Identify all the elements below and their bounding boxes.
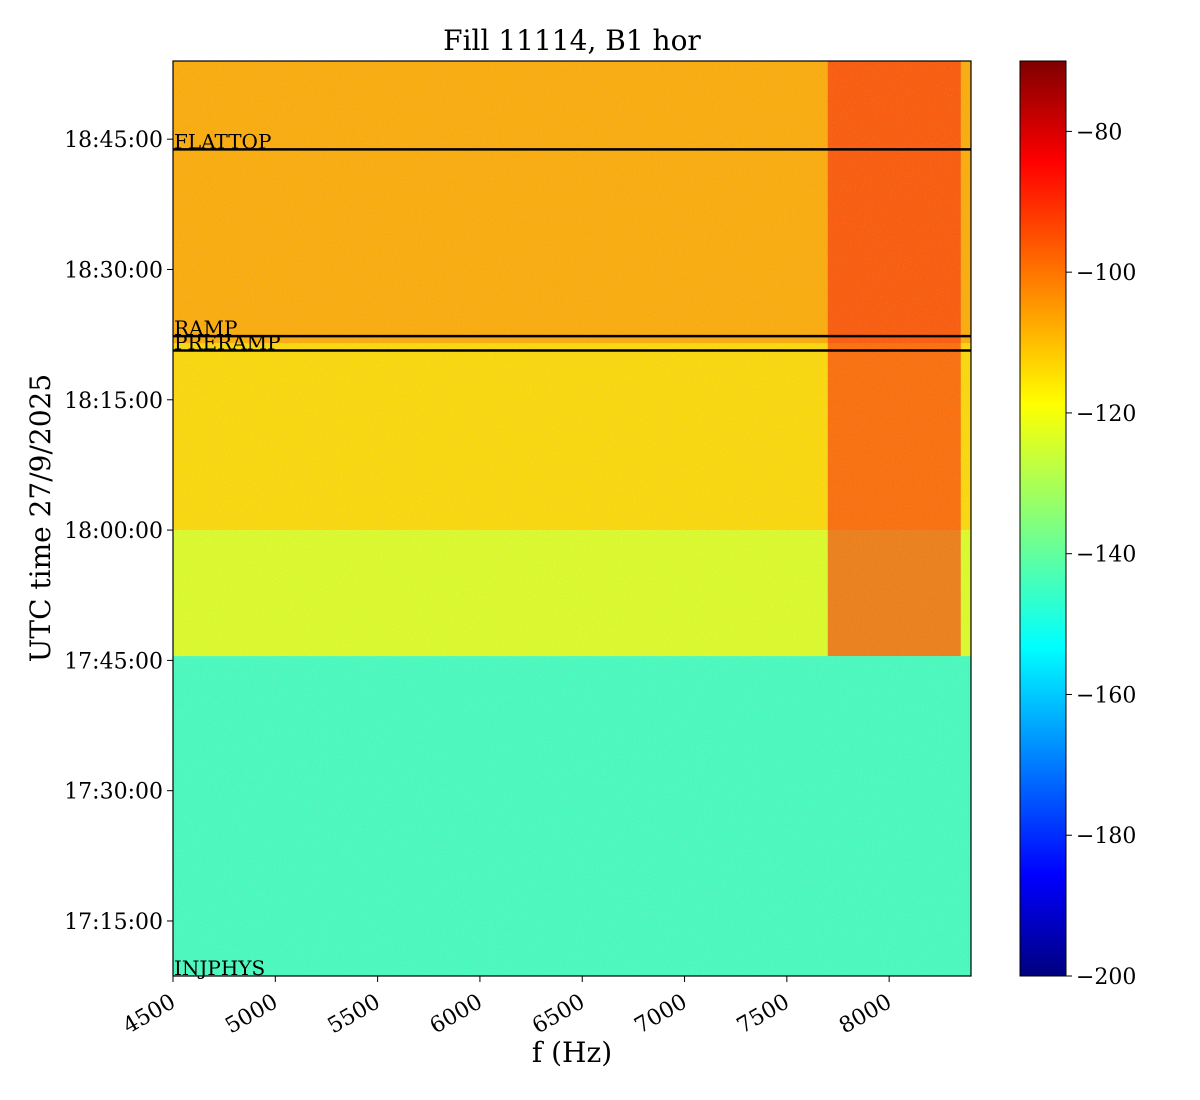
plot-frame: [172, 60, 972, 977]
y-axis: 17:15:00 17:30:00 17:45:00 18:00:00 18:15:00…: [64, 128, 173, 935]
y-tick-label: 17:45:00: [64, 649, 163, 674]
x-tick-label: 6500: [528, 990, 589, 1040]
colorbar-tick-label: −200: [1076, 965, 1136, 990]
y-tick-label: 17:15:00: [64, 910, 163, 935]
x-tick-label: 8000: [835, 990, 896, 1040]
x-tick-label: 5500: [324, 990, 385, 1040]
colorbar-tick-label: −140: [1076, 543, 1136, 568]
colorbar-tick-label: −160: [1076, 683, 1136, 708]
phase-label: INJPHYS: [174, 956, 265, 980]
phase-label: FLATTOP: [174, 129, 271, 153]
y-tick-label: 18:30:00: [64, 258, 163, 283]
x-tick-label: 4500: [119, 990, 180, 1040]
phase-label: PRERAMP: [174, 331, 281, 355]
x-axis: 4500 5000 5500 6000 6500 7000 7500 8000: [119, 976, 896, 1039]
colorbar-axis: −80 −100 −120 −140 −160 −180 −200: [1066, 120, 1136, 990]
colorbar-tick-label: −100: [1076, 261, 1136, 286]
x-tick-label: 6000: [426, 990, 487, 1040]
colorbar-tick-label: −120: [1076, 402, 1136, 427]
x-tick-label: 5000: [221, 990, 282, 1040]
y-tick-label: 17:30:00: [64, 780, 163, 805]
y-tick-label: 18:45:00: [64, 128, 163, 153]
chart-title: Fill 11114, B1 hor: [443, 24, 701, 57]
y-axis-label: UTC time 27/9/2025: [24, 374, 57, 662]
x-tick-label: 7500: [733, 990, 794, 1040]
y-tick-label: 18:00:00: [64, 519, 163, 544]
colorbar-tick-label: −80: [1076, 120, 1122, 145]
colorbar-tick-label: −180: [1076, 824, 1136, 849]
colorbar: [1019, 60, 1067, 977]
y-tick-label: 18:15:00: [64, 389, 163, 414]
phase-label: RAMP: [174, 316, 237, 340]
plot-area: [173, 61, 971, 976]
noise-texture: [173, 61, 971, 976]
x-axis-label: f (Hz): [532, 1036, 612, 1069]
x-tick-label: 7000: [631, 990, 692, 1040]
